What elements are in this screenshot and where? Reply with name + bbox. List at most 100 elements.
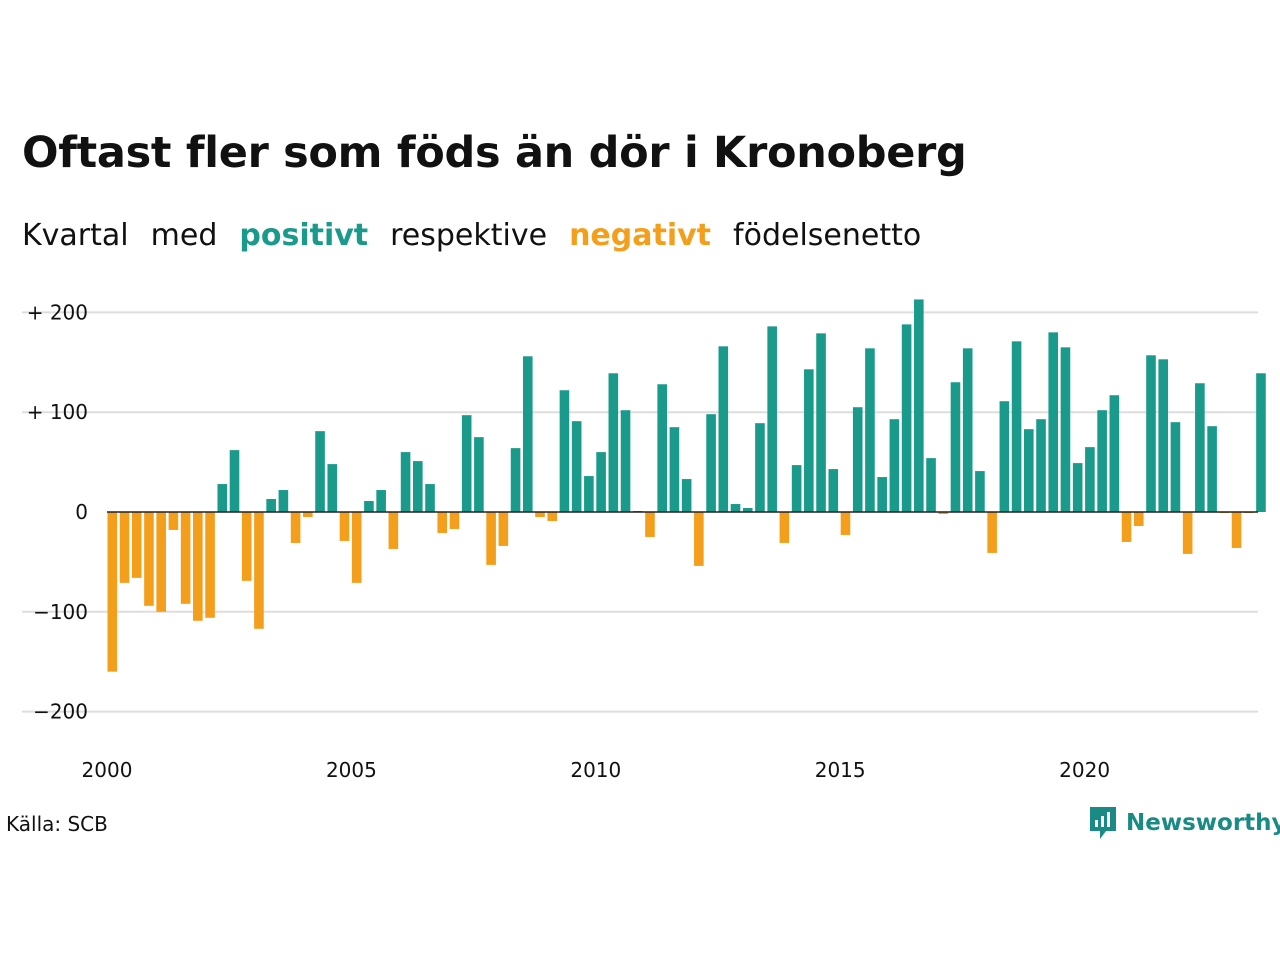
y-tick-label: −200 [33,700,88,724]
bar-positive [327,464,338,512]
subtitle-negative-label: negativt [569,218,712,253]
bar-positive [816,333,826,512]
y-tick-label: −100 [33,600,88,624]
bar-positive [1048,332,1059,512]
bar-positive [266,499,276,512]
bar-negative [486,512,496,565]
bar-positive [889,419,900,512]
source-note: Källa: SCB [6,812,108,836]
bar-negative [547,512,558,521]
bar-negative [840,512,851,535]
x-tick-label: 2010 [570,758,621,782]
bar-positive [510,448,521,512]
x-tick-label: 2015 [815,758,866,782]
bar-positive [1085,447,1095,512]
bar-positive [657,384,667,512]
bar-positive [718,346,729,512]
bar-positive [730,504,741,512]
bar-negative [779,512,790,543]
bar-positive [865,348,875,512]
bar-positive [1060,347,1071,512]
subtitle-positive-label: positivt [239,218,369,253]
bar-negative [645,512,655,537]
bar-negative [241,512,252,581]
bar-positive [706,414,716,512]
bar-negative [1231,512,1242,548]
bar-positive [400,452,411,512]
x-tick-label: 2020 [1059,758,1110,782]
bar-negative [498,512,509,546]
bar-negative [351,512,362,583]
bar-positive [413,461,423,512]
bar-positive [229,450,240,512]
bar-positive [669,427,680,512]
bar-negative [144,512,154,606]
bar-negative [987,512,997,553]
bar-positive [1195,383,1205,512]
bar-positive [950,382,961,512]
bar-positive [596,452,606,512]
bar-positive [278,490,289,512]
bar-positive [571,421,582,512]
bar-positive [877,477,887,512]
newsworthy-logo-icon [1090,807,1116,839]
bar-negative [1182,512,1193,554]
bar-positive [1207,426,1217,512]
bar-negative [193,512,203,621]
brand-name: Newsworthy [1126,810,1280,836]
bar-positive [1158,359,1169,512]
y-tick-label: 0 [75,500,88,524]
bar-negative [303,512,313,517]
bar-positive [1097,410,1107,512]
bar-positive [1011,341,1022,512]
bar-positive [425,484,435,512]
bar-positive [828,469,839,512]
bar-negative [437,512,448,533]
bar-positive [584,476,594,512]
bar-negative [1133,512,1144,526]
subtitle-word: respektive [390,218,548,253]
bar-positive [681,479,692,512]
bar-positive [1072,463,1083,512]
bar-negative [388,512,399,549]
subtitle-word: födelsenetto [733,218,922,253]
bar-positive [1024,429,1034,512]
bar-positive [1109,395,1120,512]
bar-negative [339,512,350,541]
bar-positive [1256,373,1266,512]
subtitle-word: Kvartal [22,218,129,253]
bar-negative [107,512,118,672]
bar-negative [535,512,545,517]
bar-negative [1121,512,1132,542]
bar-positive [962,348,973,512]
y-tick-label: + 200 [27,300,88,324]
bar-positive [1170,422,1181,512]
bar-negative [290,512,301,543]
bar-positive [315,431,325,512]
x-tick-label: 2000 [82,758,133,782]
bar-positive [461,415,472,512]
bar-positive [559,390,570,512]
bar-positive [608,373,619,512]
bar-positive [767,326,777,512]
bar-positive [852,407,863,512]
chart-title: Oftast fler som föds än dör i Kronoberg [22,128,967,178]
bar-positive [620,410,631,512]
bar-positive [901,324,912,512]
bar-positive [742,508,753,512]
bar-positive [975,471,985,512]
bar-negative [131,512,142,578]
bar-positive [1146,355,1156,512]
bar-positive [999,401,1010,512]
bar-positive [791,465,802,512]
bar-positive [376,490,386,512]
bar-negative [168,512,179,530]
bar-positive [1036,419,1046,512]
x-tick-label: 2005 [326,758,377,782]
bar-positive [474,437,484,512]
chart-subtitle: Kvartal med positivt respektive negativt föde… [22,218,943,253]
bar-chart: + 200 + 100 0 −100 −200 2000 2005 2010 2015 2020 [22,299,1266,782]
y-tick-label: + 100 [27,400,88,424]
subtitle-word: med [150,218,218,253]
bar-positive [755,423,765,512]
